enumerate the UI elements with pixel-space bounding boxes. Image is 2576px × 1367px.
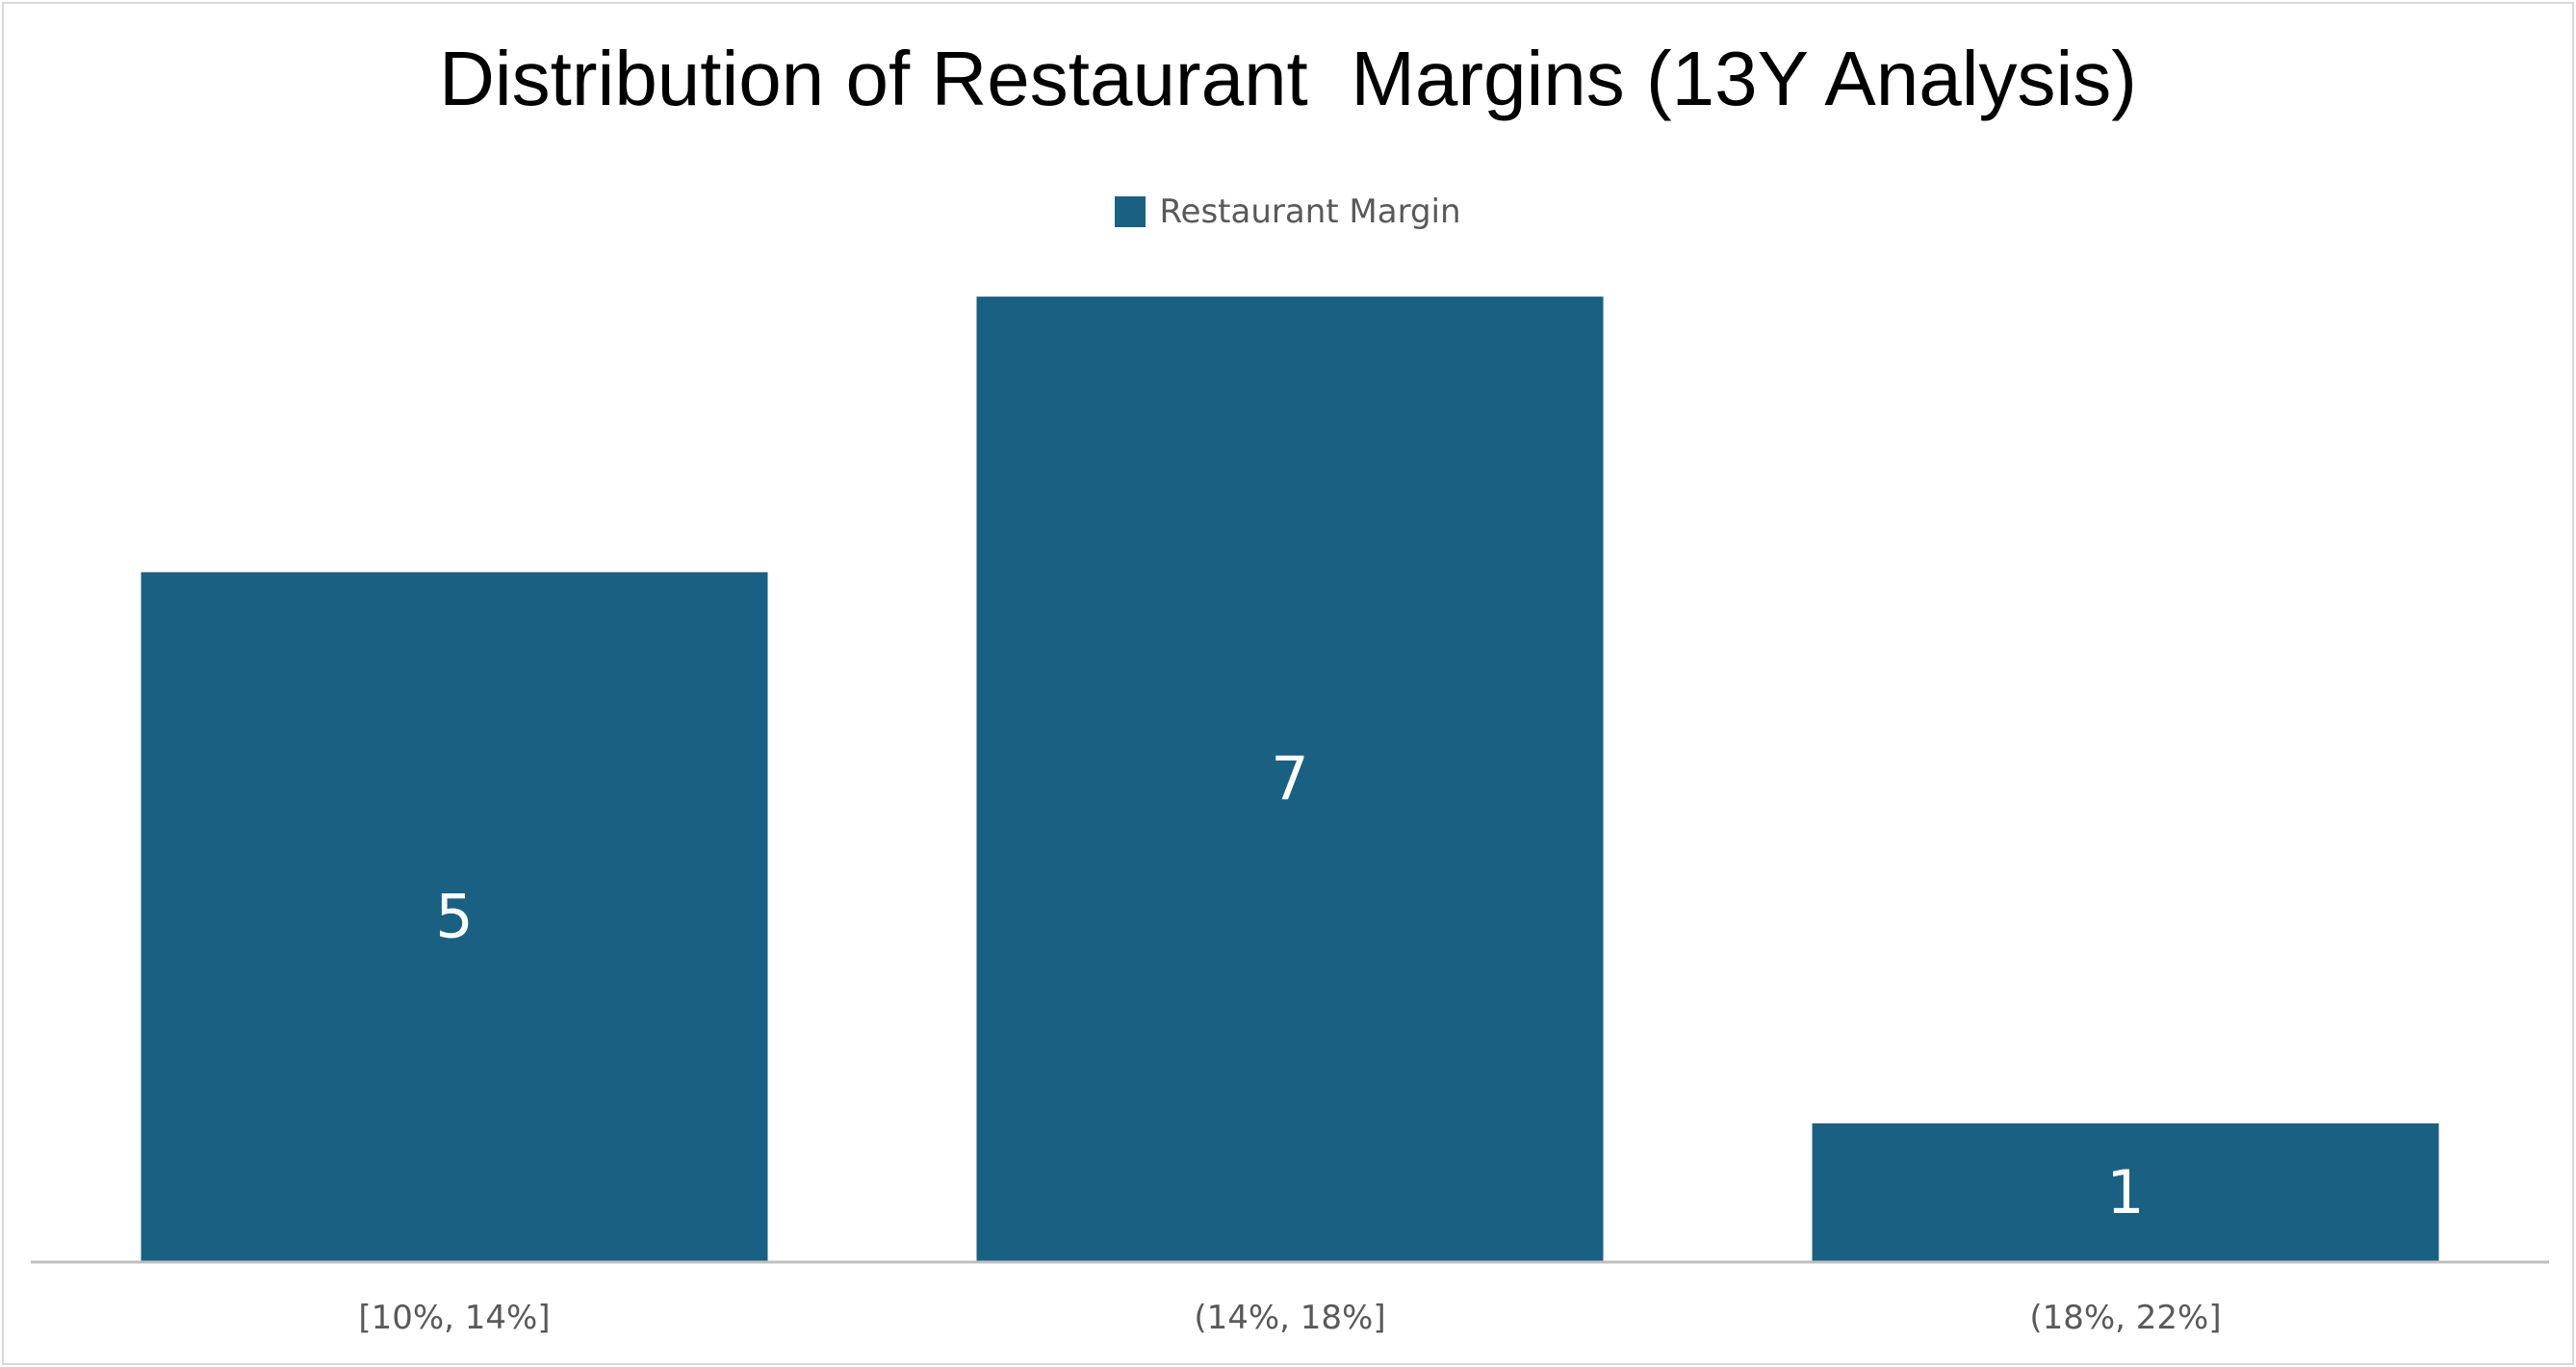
x-tick-label-3: (18%, 22%] xyxy=(2029,1299,2221,1337)
bar-2 xyxy=(976,297,1604,1261)
legend-swatch xyxy=(1115,196,1146,227)
legend-label: Restaurant Margin xyxy=(1159,193,1461,231)
chart-title: Distribution of Restaurant Margins (13Y … xyxy=(439,36,2137,121)
bar-1 xyxy=(141,572,768,1261)
legend: Restaurant Margin xyxy=(4,193,2572,231)
x-tick-label-2: (14%, 18%] xyxy=(1194,1299,1385,1337)
data-label-1: 5 xyxy=(435,882,473,952)
data-label-3: 1 xyxy=(2106,1157,2144,1227)
x-tick-label-1: [10%, 14%] xyxy=(358,1299,550,1337)
bar-3 xyxy=(1812,1122,2439,1261)
data-label-2: 7 xyxy=(1271,744,1308,814)
